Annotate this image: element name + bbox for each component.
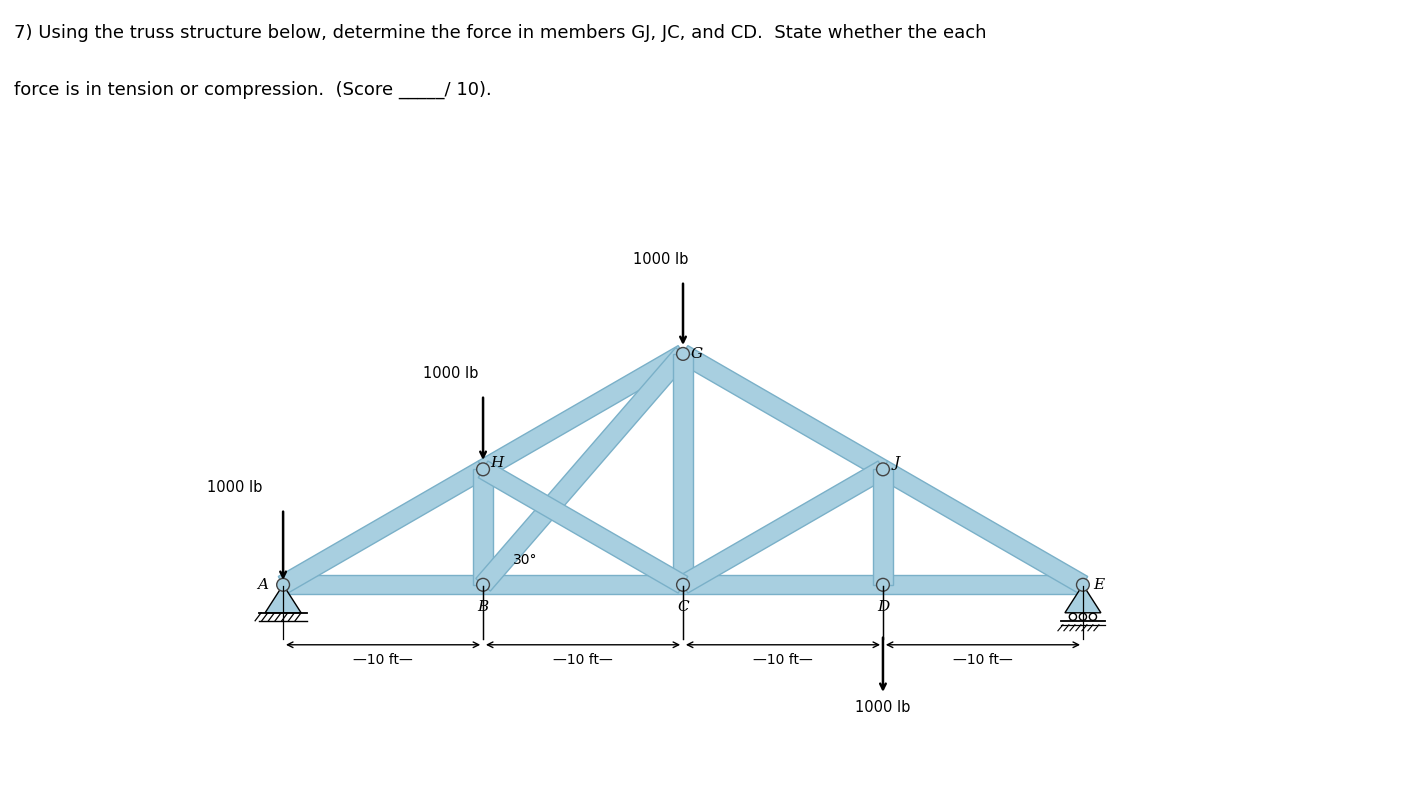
Circle shape [1077,579,1089,591]
Text: H: H [491,456,503,470]
Circle shape [1070,613,1077,621]
Text: G: G [692,347,703,361]
Circle shape [476,579,489,591]
Text: 1000 lb: 1000 lb [856,700,911,715]
Polygon shape [265,584,301,613]
Text: 1000 lb: 1000 lb [207,480,262,495]
Polygon shape [278,461,488,593]
Circle shape [1089,613,1097,621]
Text: —10 ft—: —10 ft— [553,653,613,667]
Circle shape [1079,613,1087,621]
Polygon shape [873,469,893,584]
Polygon shape [683,576,883,594]
Polygon shape [478,345,687,477]
Text: A: A [258,578,268,592]
Text: B: B [478,600,489,613]
Circle shape [877,579,890,591]
Circle shape [877,463,890,476]
Polygon shape [483,576,683,594]
Text: J: J [894,456,900,470]
Circle shape [676,348,689,361]
Text: 30°: 30° [513,553,538,567]
Text: C: C [677,600,689,613]
Polygon shape [1065,584,1101,613]
Polygon shape [679,345,888,477]
Polygon shape [476,348,690,591]
Polygon shape [883,576,1082,594]
Text: —10 ft—: —10 ft— [354,653,414,667]
Polygon shape [473,469,492,584]
Polygon shape [673,354,693,584]
Polygon shape [478,461,687,593]
Circle shape [277,579,289,591]
Text: D: D [877,600,888,613]
Text: 1000 lb: 1000 lb [424,365,479,381]
Polygon shape [284,576,483,594]
Text: —10 ft—: —10 ft— [753,653,813,667]
Text: force is in tension or compression.  (Score _____/ 10).: force is in tension or compression. (Sco… [14,80,492,99]
Polygon shape [679,461,888,593]
Circle shape [476,463,489,476]
Text: —10 ft—: —10 ft— [953,653,1012,667]
Text: 1000 lb: 1000 lb [633,252,689,267]
Text: E: E [1094,578,1105,592]
Circle shape [676,579,689,591]
Text: 7) Using the truss structure below, determine the force in members GJ, JC, and C: 7) Using the truss structure below, dete… [14,24,987,42]
Polygon shape [878,461,1088,593]
